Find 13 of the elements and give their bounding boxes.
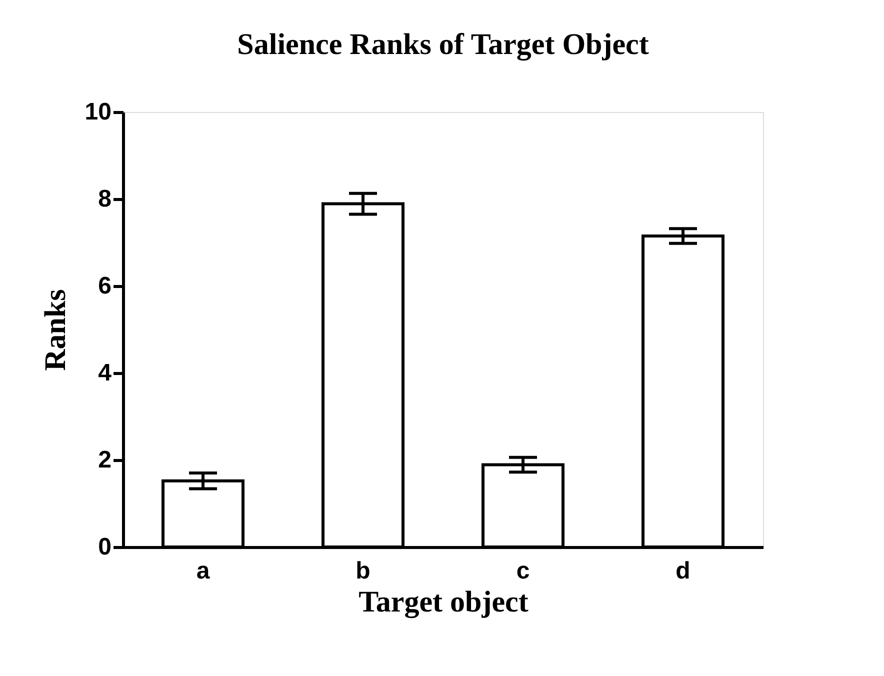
x-tick-label: c — [516, 558, 530, 584]
x-tick-label: a — [196, 558, 210, 584]
y-tick-label: 2 — [98, 446, 112, 474]
y-tick-label: 6 — [98, 272, 112, 300]
y-axis-title: Ranks — [38, 289, 72, 371]
y-tick-label: 10 — [84, 98, 112, 126]
chart-title: Salience Ranks of Target Object — [237, 28, 649, 61]
y-tick-label: 8 — [98, 186, 112, 212]
y-tick-label: 0 — [98, 534, 112, 560]
x-axis-title: Target object — [358, 586, 528, 618]
x-tick-label: d — [676, 558, 690, 584]
y-tick-label: 4 — [98, 360, 112, 386]
x-tick-label: b — [356, 558, 370, 584]
